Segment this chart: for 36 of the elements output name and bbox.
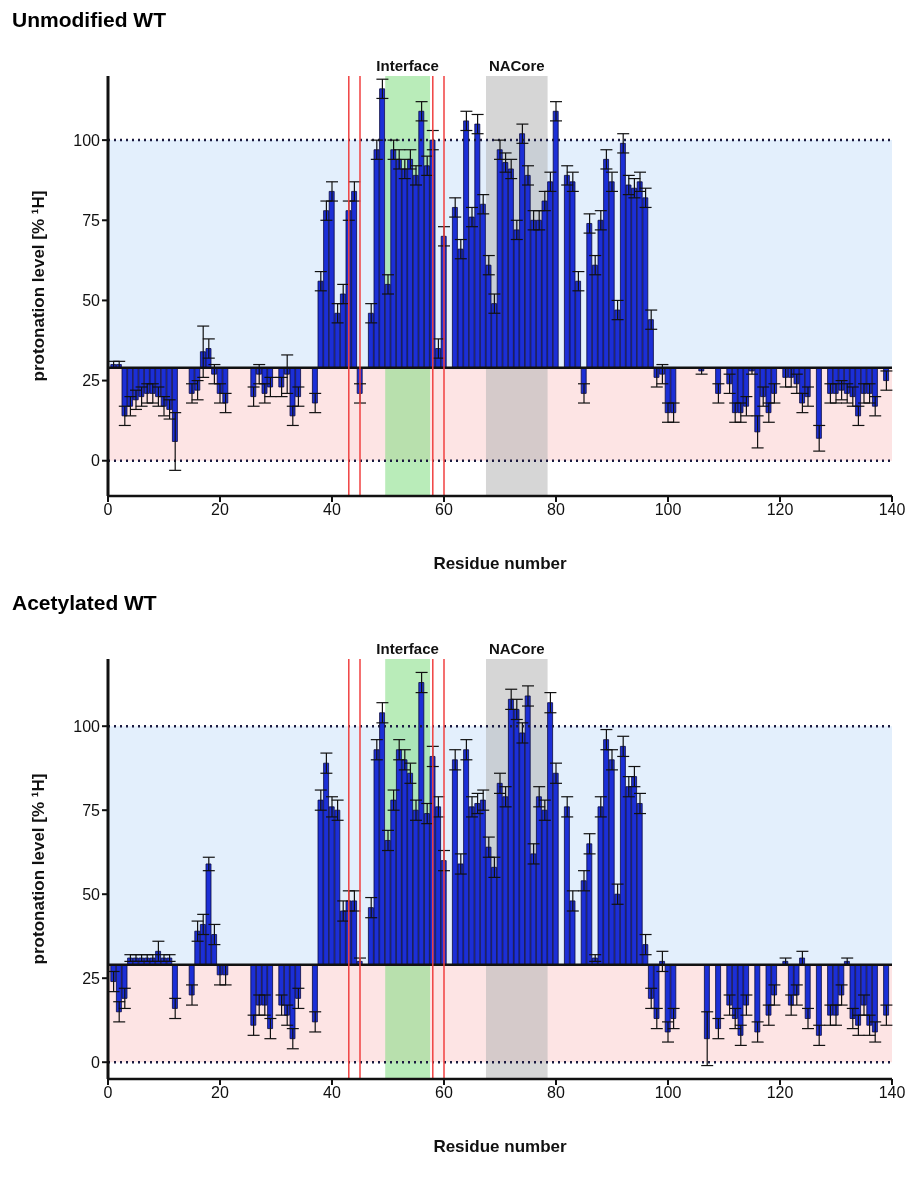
y-axis-title: protonation level [% ¹H] bbox=[29, 190, 48, 382]
x-tick-label: 80 bbox=[547, 1084, 565, 1102]
chart-title: Unmodified WT bbox=[12, 8, 167, 33]
y-tick-label: 100 bbox=[73, 131, 101, 149]
x-tick-label: 80 bbox=[547, 501, 565, 519]
y-tick-label: 0 bbox=[91, 1053, 101, 1071]
x-tick-label: 20 bbox=[211, 501, 229, 519]
chart-title: Acetylated WT bbox=[12, 591, 158, 616]
y-tick-label: 75 bbox=[82, 801, 101, 819]
y-tick-label: 0 bbox=[91, 452, 101, 470]
x-tick-label: 60 bbox=[435, 1084, 453, 1102]
x-tick-label: 40 bbox=[323, 501, 341, 519]
band-label: Interface bbox=[376, 640, 439, 657]
x-tick-label: 100 bbox=[654, 501, 682, 519]
y-tick-label: 75 bbox=[82, 211, 101, 229]
y-tick-label: 50 bbox=[82, 885, 101, 903]
y-tick-label: 50 bbox=[82, 292, 101, 310]
x-tick-label: 140 bbox=[878, 1084, 906, 1102]
x-axis-title: Residue number bbox=[433, 554, 567, 573]
y-tick-label: 25 bbox=[82, 372, 101, 390]
x-tick-label: 60 bbox=[435, 501, 453, 519]
x-tick-label: 0 bbox=[103, 501, 113, 519]
band-label: Interface bbox=[376, 57, 439, 74]
x-tick-label: 120 bbox=[766, 1084, 794, 1102]
x-tick-label: 120 bbox=[766, 501, 794, 519]
y-tick-label: 100 bbox=[73, 717, 101, 735]
y-tick-label: 25 bbox=[82, 969, 101, 987]
x-axis-title: Residue number bbox=[433, 1137, 567, 1156]
x-tick-label: 0 bbox=[103, 1084, 113, 1102]
y-axis-title: protonation level [% ¹H] bbox=[29, 773, 48, 965]
x-tick-label: 40 bbox=[323, 1084, 341, 1102]
band-label: NACore bbox=[488, 640, 545, 657]
x-tick-label: 140 bbox=[878, 501, 906, 519]
x-tick-label: 20 bbox=[211, 1084, 229, 1102]
band-label: NACore bbox=[488, 57, 545, 74]
x-tick-label: 100 bbox=[654, 1084, 682, 1102]
